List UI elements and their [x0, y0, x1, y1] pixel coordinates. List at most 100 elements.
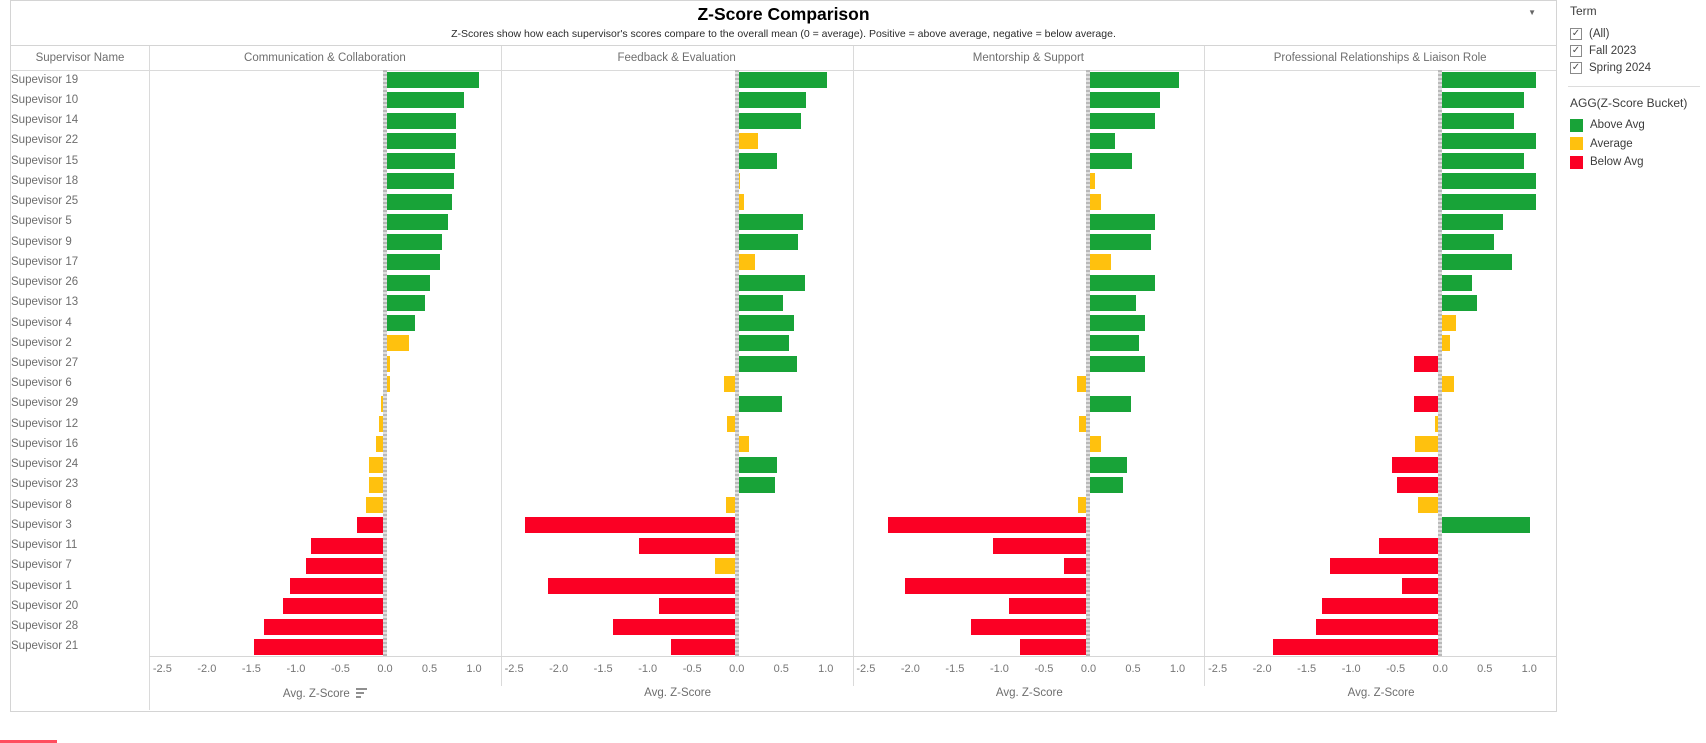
bar[interactable]	[1090, 315, 1145, 332]
bar[interactable]	[1090, 254, 1111, 271]
bar[interactable]	[738, 193, 745, 210]
bar[interactable]	[738, 213, 803, 230]
bar[interactable]	[738, 476, 776, 493]
bar[interactable]	[1009, 598, 1087, 615]
bar[interactable]	[738, 153, 777, 170]
bar[interactable]	[1090, 294, 1136, 311]
checkbox-icon[interactable]: ✓	[1570, 28, 1582, 40]
bar[interactable]	[1090, 234, 1152, 251]
bar[interactable]	[386, 72, 479, 89]
row-label[interactable]: Supevisor 6	[11, 377, 72, 390]
bar[interactable]	[386, 355, 390, 372]
bar[interactable]	[1414, 395, 1439, 412]
bar[interactable]	[305, 557, 383, 574]
row-label[interactable]: Supevisor 17	[11, 255, 79, 268]
row-label[interactable]: Supevisor 13	[11, 296, 79, 309]
bar[interactable]	[715, 557, 735, 574]
bar[interactable]	[368, 476, 383, 493]
row-label[interactable]: Supevisor 19	[11, 73, 79, 86]
row-label[interactable]: Supevisor 16	[11, 437, 79, 450]
row-label[interactable]: Supevisor 9	[11, 235, 72, 248]
bar[interactable]	[1442, 92, 1525, 109]
row-label[interactable]: Supevisor 24	[11, 458, 79, 471]
bar[interactable]	[612, 618, 735, 635]
bar[interactable]	[357, 517, 383, 534]
bar[interactable]	[1090, 395, 1131, 412]
legend-item[interactable]: Above Avg	[1570, 117, 1645, 133]
bar[interactable]	[1316, 618, 1439, 635]
bar[interactable]	[263, 618, 383, 635]
bar[interactable]	[386, 153, 455, 170]
bar[interactable]	[1079, 416, 1087, 433]
bar[interactable]	[368, 456, 383, 473]
bar[interactable]	[290, 578, 383, 595]
row-label[interactable]: Supevisor 18	[11, 174, 79, 187]
bar[interactable]	[386, 274, 430, 291]
bar[interactable]	[725, 497, 735, 514]
bar[interactable]	[1414, 355, 1439, 372]
bar[interactable]	[1076, 375, 1087, 392]
row-label[interactable]: Supevisor 15	[11, 154, 79, 167]
bar[interactable]	[738, 315, 794, 332]
bar[interactable]	[738, 234, 799, 251]
bar[interactable]	[1442, 173, 1536, 190]
bar[interactable]	[738, 254, 755, 271]
legend-item[interactable]: Average	[1570, 136, 1633, 152]
bar[interactable]	[1442, 375, 1454, 392]
chevron-down-icon[interactable]: ▼	[1528, 8, 1536, 17]
bar[interactable]	[1397, 476, 1439, 493]
bar[interactable]	[1090, 274, 1156, 291]
row-label[interactable]: Supevisor 10	[11, 93, 79, 106]
row-label[interactable]: Supevisor 26	[11, 276, 79, 289]
row-label[interactable]: Supevisor 23	[11, 478, 79, 491]
bar[interactable]	[1442, 335, 1451, 352]
bar[interactable]	[738, 456, 777, 473]
bar[interactable]	[1442, 112, 1515, 129]
bar[interactable]	[1064, 557, 1087, 574]
row-label[interactable]: Supevisor 1	[11, 579, 72, 592]
bar[interactable]	[1442, 315, 1456, 332]
row-label[interactable]: Supevisor 2	[11, 336, 72, 349]
bar[interactable]	[738, 355, 797, 372]
bar[interactable]	[1442, 294, 1477, 311]
bar[interactable]	[1273, 638, 1439, 655]
bar[interactable]	[1077, 497, 1087, 514]
sort-descending-icon[interactable]	[355, 687, 369, 698]
bar[interactable]	[1019, 638, 1087, 655]
bar[interactable]	[1090, 193, 1102, 210]
bar[interactable]	[386, 132, 457, 149]
bar[interactable]	[1090, 456, 1127, 473]
bar[interactable]	[283, 598, 383, 615]
row-label[interactable]: Supevisor 27	[11, 357, 79, 369]
bar[interactable]	[253, 638, 383, 655]
bar[interactable]	[1415, 436, 1439, 453]
checkbox-icon[interactable]: ✓	[1570, 45, 1582, 57]
bar[interactable]	[1434, 416, 1439, 433]
bar[interactable]	[1090, 132, 1115, 149]
row-label[interactable]: Supevisor 20	[11, 599, 79, 612]
bar[interactable]	[738, 335, 790, 352]
bar[interactable]	[970, 618, 1087, 635]
bar[interactable]	[1090, 213, 1155, 230]
bar[interactable]	[1090, 335, 1140, 352]
bar[interactable]	[1090, 153, 1133, 170]
bar[interactable]	[1090, 355, 1145, 372]
row-label[interactable]: Supevisor 8	[11, 498, 72, 511]
bar[interactable]	[1442, 234, 1494, 251]
bar[interactable]	[1442, 193, 1536, 210]
bar[interactable]	[386, 213, 449, 230]
row-label[interactable]: Supevisor 7	[11, 559, 72, 572]
bar[interactable]	[659, 598, 735, 615]
bar[interactable]	[386, 294, 426, 311]
term-filter-option[interactable]: ✓ Fall 2023	[1570, 43, 1636, 59]
bar[interactable]	[1090, 476, 1123, 493]
term-filter-option[interactable]: ✓ Spring 2024	[1570, 60, 1651, 76]
bar[interactable]	[386, 112, 457, 129]
bar[interactable]	[375, 436, 383, 453]
bar[interactable]	[386, 375, 390, 392]
bar[interactable]	[1378, 537, 1439, 554]
bar[interactable]	[386, 254, 441, 271]
row-label[interactable]: Supevisor 3	[11, 518, 72, 531]
bar[interactable]	[1330, 557, 1439, 574]
row-label[interactable]: Supevisor 22	[11, 134, 79, 147]
